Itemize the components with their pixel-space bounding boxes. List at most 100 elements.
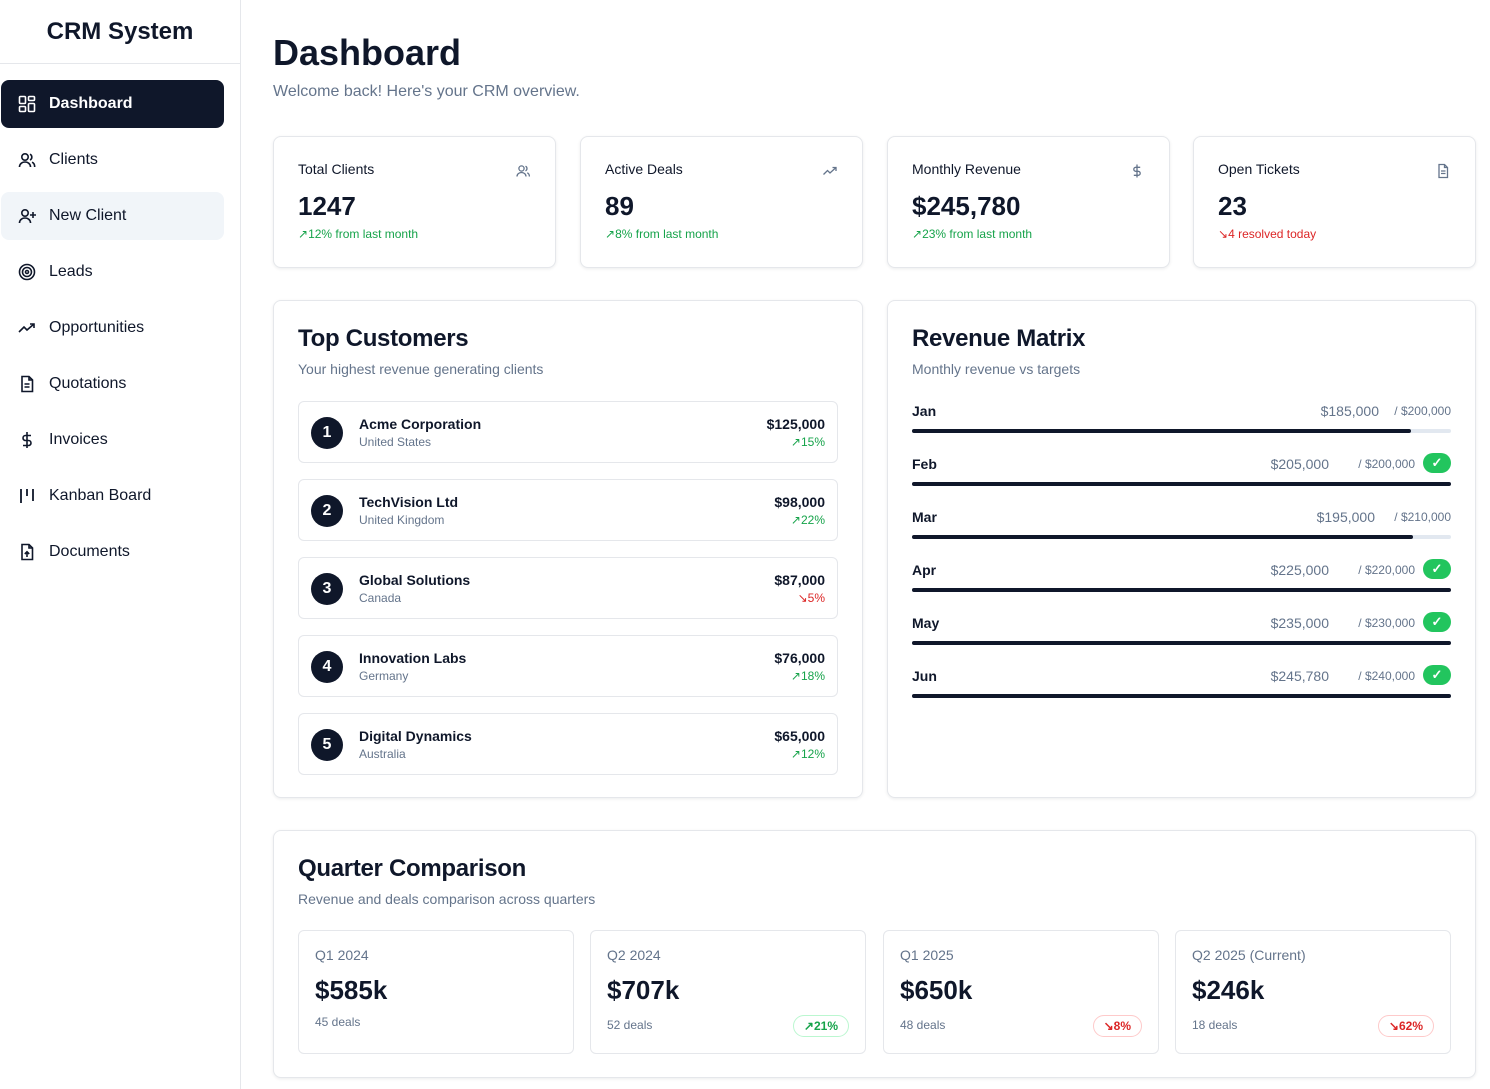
rank-badge: 2: [311, 495, 343, 527]
customer-growth: ↗12%: [790, 747, 825, 761]
revenue-value: $225,000: [1270, 562, 1329, 578]
revenue-value: $245,780: [1270, 668, 1329, 684]
sidebar-item-quotations[interactable]: Quotations: [1, 360, 224, 408]
quarter-value: $585k: [315, 975, 388, 1005]
month-label: May: [912, 615, 940, 631]
revenue-value: $205,000: [1270, 456, 1329, 472]
customer-country: United States: [359, 435, 432, 449]
customer-amount: $98,000: [774, 494, 825, 510]
revenue-row: Feb $205,000 / $200,000 ✓: [912, 448, 1451, 501]
stat-delta: ↗12% from last month: [298, 227, 419, 241]
customer-growth: ↗18%: [790, 669, 825, 683]
customer-name: Acme Corporation: [359, 416, 482, 432]
progress-track: [912, 694, 1451, 698]
quarter-card: Q1 2024 $585k 45 deals: [298, 930, 574, 1054]
target-value: / $230,000: [1358, 616, 1415, 630]
sidebar-item-label: Dashboard: [49, 95, 133, 112]
revenue-matrix-card: Revenue Matrix Monthly revenue vs target…: [887, 300, 1476, 798]
rank-badge: 3: [311, 573, 343, 605]
customer-name: Global Solutions: [359, 572, 471, 588]
sidebar-item-label: Opportunities: [49, 319, 145, 336]
quarter-value: $650k: [900, 975, 973, 1005]
stat-delta: ↗23% from last month: [912, 227, 1033, 241]
revenue-row: Apr $225,000 / $220,000 ✓: [912, 554, 1451, 607]
arrow-down-right-icon: ↘: [1218, 227, 1229, 241]
month-label: Jun: [912, 668, 937, 684]
card-title: Revenue Matrix: [912, 325, 1086, 352]
users-icon: [515, 163, 531, 179]
list-item[interactable]: 3 Global Solutions Canada $87,000 ↘5%: [298, 557, 838, 619]
sidebar-item-kanban-board[interactable]: Kanban Board: [1, 472, 224, 520]
quarter-value: $246k: [1192, 975, 1265, 1005]
change-badge: ↗ 21%: [792, 1015, 849, 1037]
revenue-row: Jan $185,000 / $200,000: [912, 395, 1451, 448]
arrow-down-right-icon: ↘: [797, 591, 808, 605]
sidebar-item-dashboard[interactable]: Dashboard: [1, 80, 224, 128]
progress-track: [912, 482, 1451, 486]
page-title: Dashboard: [273, 32, 462, 73]
customer-amount: $76,000: [774, 650, 825, 666]
customer-growth: ↘5%: [797, 591, 825, 605]
progress-fill: [912, 535, 1413, 539]
arrow-up-right-icon: ↗: [790, 669, 801, 683]
progress-fill: [912, 482, 1451, 486]
target-value: / $200,000: [1394, 404, 1451, 418]
arrow-down-right-icon: ↘: [1388, 1019, 1399, 1033]
sidebar: CRM System Dashboard Clients New Client …: [0, 0, 241, 1089]
customer-name: Innovation Labs: [359, 650, 467, 666]
sidebar-item-opportunities[interactable]: Opportunities: [1, 304, 224, 352]
progress-track: [912, 535, 1451, 539]
target-value: / $220,000: [1358, 563, 1415, 577]
list-item[interactable]: 5 Digital Dynamics Australia $65,000 ↗12…: [298, 713, 838, 775]
dollar-icon: [1129, 163, 1145, 179]
quarter-label: Q1 2024: [315, 947, 369, 963]
card-subtitle: Your highest revenue generating clients: [298, 361, 544, 377]
quarter-grid: Q1 2024 $585k 45 deals Q2 2024 $707k 52 …: [298, 930, 1451, 1054]
list-item[interactable]: 1 Acme Corporation United States $125,00…: [298, 401, 838, 463]
stat-delta: ↗8% from last month: [605, 227, 719, 241]
progress-fill: [912, 694, 1451, 698]
customer-amount: $65,000: [774, 728, 825, 744]
card-subtitle: Monthly revenue vs targets: [912, 361, 1081, 377]
quarter-card: Q1 2025 $650k 48 deals ↘ 8%: [883, 930, 1159, 1054]
month-label: Apr: [912, 562, 937, 578]
change-badge: ↘ 8%: [1092, 1015, 1142, 1037]
arrow-up-right-icon: ↗: [803, 1019, 814, 1033]
stat-label: Active Deals: [605, 161, 683, 177]
dollar-icon: [17, 430, 37, 450]
list-item[interactable]: 2 TechVision Ltd United Kingdom $98,000 …: [298, 479, 838, 541]
sidebar-item-label: Clients: [49, 151, 98, 168]
rank-badge: 1: [311, 417, 343, 449]
stat-card-monthly-revenue: Monthly Revenue $245,780 ↗23% from last …: [887, 136, 1170, 268]
sidebar-item-label: New Client: [49, 207, 127, 224]
check-icon: ✓: [1423, 453, 1451, 473]
month-label: Mar: [912, 509, 937, 525]
kanban-icon: [17, 486, 37, 506]
progress-track: [912, 588, 1451, 592]
customer-amount: $87,000: [774, 572, 825, 588]
check-icon: ✓: [1423, 665, 1451, 685]
quarter-label: Q2 2024: [607, 947, 661, 963]
sidebar-item-label: Kanban Board: [49, 487, 152, 504]
arrow-down-right-icon: ↘: [1103, 1019, 1114, 1033]
sidebar-item-clients[interactable]: Clients: [1, 136, 224, 184]
sidebar-item-documents[interactable]: Documents: [1, 528, 224, 576]
progress-fill: [912, 429, 1411, 433]
customer-growth: ↗22%: [790, 513, 825, 527]
quarter-deals: 45 deals: [315, 1015, 361, 1029]
customer-country: Australia: [359, 747, 406, 761]
stat-card-total-clients: Total Clients 1247 ↗12% from last month: [273, 136, 556, 268]
file-upload-icon: [17, 542, 37, 562]
file-text-icon: [17, 374, 37, 394]
arrow-up-right-icon: ↗: [298, 227, 309, 241]
list-item[interactable]: 4 Innovation Labs Germany $76,000 ↗18%: [298, 635, 838, 697]
stat-card-active-deals: Active Deals 89 ↗8% from last month: [580, 136, 863, 268]
sidebar-item-label: Invoices: [49, 431, 108, 448]
arrow-up-right-icon: ↗: [790, 513, 801, 527]
sidebar-item-invoices[interactable]: Invoices: [1, 416, 224, 464]
sidebar-item-leads[interactable]: Leads: [1, 248, 224, 296]
revenue-row: Jun $245,780 / $240,000 ✓: [912, 660, 1451, 713]
rank-badge: 5: [311, 729, 343, 761]
sidebar-item-label: Quotations: [49, 375, 127, 392]
sidebar-item-new-client[interactable]: New Client: [1, 192, 224, 240]
